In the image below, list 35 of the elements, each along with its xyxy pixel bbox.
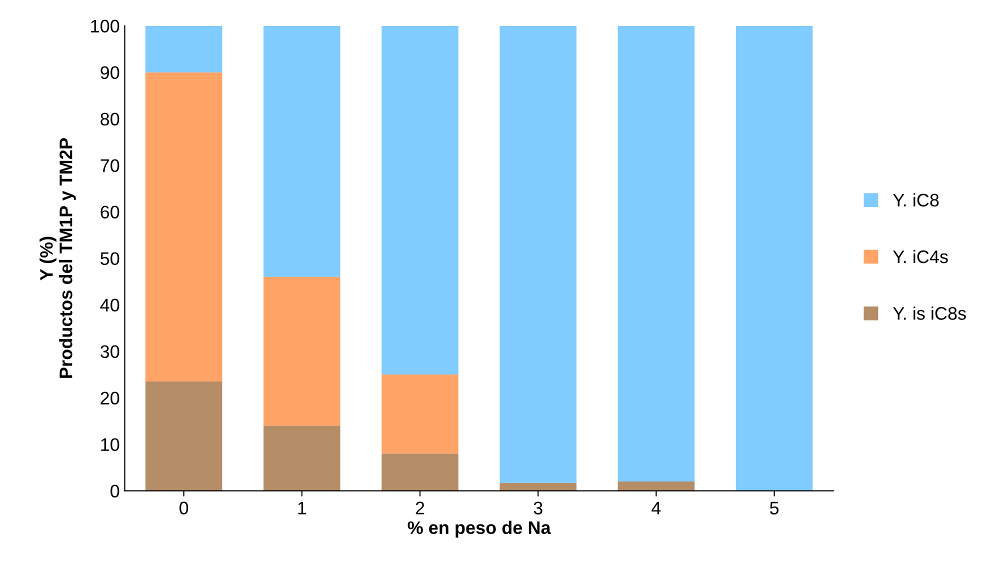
bar [145,72,222,382]
x-tick-label: 4 [652,502,661,514]
y-tick-label: 80 [100,112,120,126]
y-tick-label: 0 [110,484,120,498]
x-tick-label: 3 [534,502,542,514]
x-axis-title: % en peso de Na [408,520,551,538]
bar [618,481,695,491]
x-tick-label: 2 [416,502,424,514]
bar [618,26,695,482]
bar [382,26,458,375]
y-tick-label: 100 [91,20,120,33]
x-tick-label: 1 [298,502,306,514]
x-tick-label: 5 [770,502,779,514]
bar [736,26,813,491]
bar [145,382,222,491]
bar [500,26,576,483]
y-axis-title: Y (%) Productos del TM1P y TM2P [40,138,76,378]
bar [264,426,340,491]
x-tick-label: 0 [179,502,188,514]
y-tick-label: 60 [100,206,120,219]
legend-label: Y. iC8 [893,193,939,207]
legend-label: Y. is iC8s [893,306,966,320]
bar [145,26,222,72]
y-tick-label: 50 [100,252,120,266]
bar [264,26,340,277]
y-tick-label: 40 [100,298,120,312]
y-tick-label: 70 [100,159,120,172]
bar [382,374,458,454]
bar [382,454,458,491]
legend-label: Y. iC4s [893,250,948,264]
y-tick-label: 10 [101,438,120,451]
bar [264,276,340,426]
y-tick-label: 30 [100,345,120,358]
y-tick-label: 90 [100,66,120,80]
y-tick-label: 20 [100,392,120,404]
